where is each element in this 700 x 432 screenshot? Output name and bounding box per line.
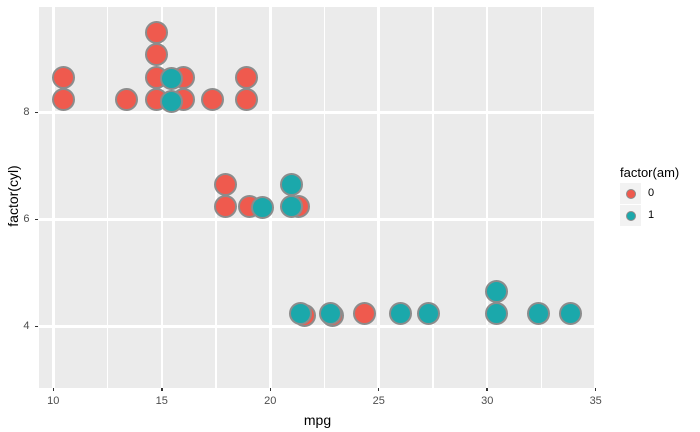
data-point bbox=[388, 302, 412, 325]
x-tick-mark bbox=[269, 387, 271, 391]
legend-label-1: 1 bbox=[648, 209, 655, 221]
data-point bbox=[485, 279, 509, 303]
y-tick-mark bbox=[34, 111, 38, 114]
x-tick-label: 35 bbox=[589, 394, 602, 407]
plot-panel bbox=[38, 7, 597, 388]
legend-key-0 bbox=[620, 183, 641, 204]
data-point bbox=[160, 67, 184, 91]
data-point bbox=[319, 302, 343, 325]
x-tick-mark bbox=[486, 387, 488, 391]
data-point bbox=[145, 21, 169, 45]
data-point bbox=[51, 65, 75, 89]
x-tick-label: 10 bbox=[47, 394, 60, 407]
data-point bbox=[51, 88, 75, 111]
gridline-minor-vertical bbox=[215, 7, 217, 388]
y-tick-label: 6 bbox=[23, 212, 30, 225]
x-tick-label: 15 bbox=[155, 394, 168, 407]
x-tick-mark bbox=[52, 387, 55, 391]
gridline-major-horizontal bbox=[38, 218, 597, 221]
gridline-major-horizontal bbox=[38, 111, 597, 114]
data-point bbox=[279, 172, 303, 196]
data-point bbox=[352, 302, 376, 325]
data-point bbox=[289, 302, 313, 325]
gridline-major-vertical bbox=[52, 7, 55, 388]
gridline-minor-vertical bbox=[106, 7, 109, 388]
gridline-minor-vertical bbox=[323, 7, 326, 388]
x-axis-title: mpg bbox=[303, 412, 332, 428]
y-tick-label: 4 bbox=[23, 319, 30, 332]
gridline-major-vertical bbox=[377, 7, 380, 388]
y-tick-mark bbox=[34, 218, 38, 221]
gridline-major-horizontal bbox=[38, 325, 597, 328]
x-tick-label: 20 bbox=[264, 394, 277, 407]
data-point bbox=[251, 196, 275, 219]
y-axis-title: factor(cyl) bbox=[5, 165, 21, 227]
data-point bbox=[527, 302, 551, 325]
legend: factor(am) 0 1 bbox=[617, 163, 697, 233]
y-tick-mark bbox=[34, 325, 38, 328]
data-point bbox=[214, 172, 238, 196]
x-tick-label: 30 bbox=[481, 394, 494, 407]
data-point bbox=[416, 302, 440, 325]
legend-key-1 bbox=[620, 205, 641, 226]
gridline-major-vertical bbox=[594, 7, 597, 388]
data-point bbox=[235, 88, 259, 111]
data-point bbox=[214, 195, 238, 218]
gridline-major-vertical bbox=[160, 7, 164, 388]
gridline-minor-vertical bbox=[540, 7, 543, 388]
x-tick-mark bbox=[377, 387, 380, 391]
data-point bbox=[160, 89, 184, 113]
data-point bbox=[485, 302, 509, 325]
data-point bbox=[145, 43, 169, 67]
gridline-major-vertical bbox=[269, 7, 272, 388]
legend-dot-am1-icon bbox=[625, 210, 636, 221]
data-point bbox=[114, 88, 138, 111]
gridline-major-vertical bbox=[485, 7, 489, 388]
legend-label-0: 0 bbox=[648, 187, 655, 199]
gridline-minor-vertical bbox=[432, 7, 434, 388]
x-tick-mark bbox=[594, 387, 597, 391]
x-tick-label: 25 bbox=[372, 394, 385, 407]
data-point bbox=[200, 88, 224, 111]
data-point bbox=[235, 65, 259, 89]
y-tick-label: 8 bbox=[23, 105, 30, 118]
x-tick-mark bbox=[161, 387, 163, 391]
legend-dot-am0-icon bbox=[625, 188, 636, 199]
legend-title: factor(am) bbox=[620, 165, 680, 180]
data-point bbox=[559, 302, 583, 325]
data-point bbox=[279, 195, 303, 218]
